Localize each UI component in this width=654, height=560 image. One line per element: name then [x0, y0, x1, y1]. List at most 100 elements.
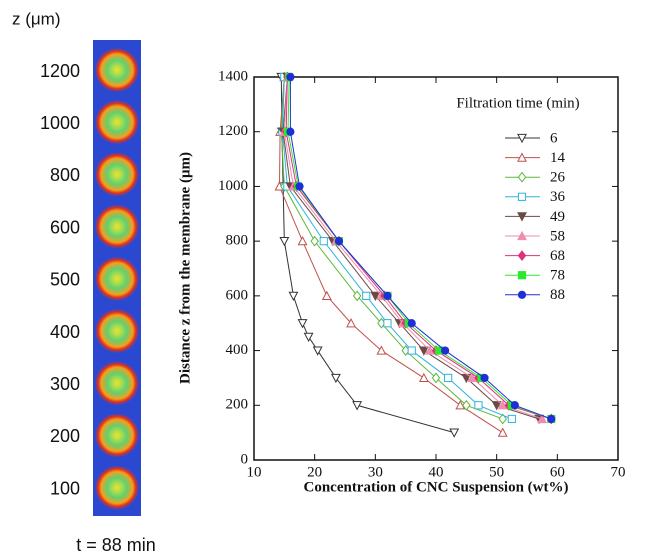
- marker: [383, 291, 392, 300]
- scatter-ring: [95, 309, 139, 353]
- legend-label: 26: [550, 170, 566, 186]
- marker: [449, 428, 460, 438]
- series-line: [280, 76, 455, 434]
- legend-marker: [517, 171, 527, 183]
- x-tick-label: 60: [550, 464, 565, 480]
- marker: [312, 346, 323, 356]
- marker: [498, 413, 507, 425]
- marker: [491, 401, 502, 411]
- legend-label: 14: [550, 150, 566, 166]
- series-line: [282, 76, 513, 420]
- legend-label: 78: [550, 268, 565, 284]
- series-line: [285, 76, 552, 420]
- marker: [352, 401, 363, 411]
- y-axis-title: Distance z from the membrane (μm): [177, 152, 193, 384]
- y-tick-label: 800: [226, 233, 249, 249]
- legend-marker: [517, 152, 527, 162]
- image-label: 1000: [40, 113, 80, 133]
- scatter-ring: [95, 361, 139, 406]
- marker: [310, 235, 319, 247]
- marker: [418, 372, 429, 383]
- marker: [334, 237, 344, 246]
- legend-title: Filtration time (min): [456, 95, 579, 111]
- series-line: [283, 76, 543, 420]
- y-tick-label: 1400: [218, 68, 248, 84]
- marker: [362, 291, 371, 300]
- marker: [352, 290, 362, 302]
- marker: [297, 319, 308, 329]
- scatter-ring: [95, 152, 139, 197]
- marker: [480, 373, 489, 383]
- legend-label: 68: [550, 248, 565, 264]
- marker: [441, 346, 450, 355]
- series-line: [280, 76, 503, 420]
- image-label: 200: [50, 426, 80, 446]
- series-line: [289, 77, 552, 420]
- marker: [279, 237, 290, 247]
- marker: [346, 318, 356, 328]
- image-label: 800: [50, 165, 80, 185]
- image-caption: t = 88 min: [76, 535, 156, 555]
- marker: [330, 373, 341, 384]
- legend-label: 88: [550, 287, 565, 303]
- scatter-ring: [95, 48, 139, 92]
- marker: [547, 414, 556, 424]
- marker: [407, 346, 416, 355]
- y-tick-label: 1200: [218, 123, 248, 139]
- y-tick-label: 0: [241, 451, 249, 467]
- legend-label: 36: [550, 189, 566, 205]
- legend-label: 49: [550, 209, 565, 225]
- x-tick-label: 40: [429, 464, 444, 480]
- series-line: [278, 76, 504, 434]
- image-axis-label: z (μm): [12, 9, 61, 28]
- marker: [510, 401, 519, 410]
- legend-marker: [517, 230, 527, 241]
- marker: [431, 372, 441, 384]
- legend-marker: [517, 133, 527, 144]
- scatter-ring: [95, 465, 139, 510]
- legend-marker: [517, 290, 527, 299]
- marker: [462, 399, 471, 411]
- legend-label: 58: [550, 228, 565, 244]
- image-label: 300: [50, 374, 80, 394]
- y-tick-label: 600: [226, 287, 249, 303]
- scatter-ring: [95, 100, 139, 145]
- legend-marker: [517, 192, 527, 201]
- series-line: [282, 76, 540, 420]
- marker: [444, 373, 453, 383]
- x-tick-label: 30: [368, 464, 383, 480]
- y-tick-label: 1000: [218, 178, 248, 194]
- marker: [407, 319, 416, 328]
- image-label: 100: [50, 478, 80, 498]
- marker: [321, 290, 332, 300]
- marker: [295, 182, 304, 191]
- x-tick-label: 10: [247, 464, 262, 480]
- marker: [286, 72, 295, 82]
- scatter-ring: [95, 204, 139, 249]
- x-tick-label: 50: [489, 464, 504, 480]
- image-label: 500: [50, 270, 80, 290]
- marker: [474, 401, 483, 410]
- marker: [418, 346, 429, 356]
- marker: [303, 332, 314, 343]
- y-tick-label: 200: [226, 397, 249, 413]
- legend-marker: [517, 250, 527, 262]
- legend-marker: [517, 271, 527, 280]
- y-tick-label: 400: [226, 342, 249, 358]
- marker: [376, 345, 387, 355]
- marker: [537, 413, 548, 424]
- legend-marker: [517, 212, 527, 222]
- x-axis-title: Concentration of CNC Suspension (wt%): [303, 479, 568, 495]
- scatter-ring: [95, 413, 139, 458]
- x-tick-label: 70: [611, 464, 626, 480]
- marker: [288, 291, 299, 302]
- marker: [286, 127, 295, 136]
- marker: [497, 427, 508, 437]
- marker: [507, 414, 516, 424]
- scatter-ring: [95, 256, 139, 301]
- series-line: [287, 76, 552, 420]
- x-tick-label: 20: [307, 464, 322, 480]
- image-label: 400: [50, 322, 80, 342]
- marker: [297, 235, 308, 246]
